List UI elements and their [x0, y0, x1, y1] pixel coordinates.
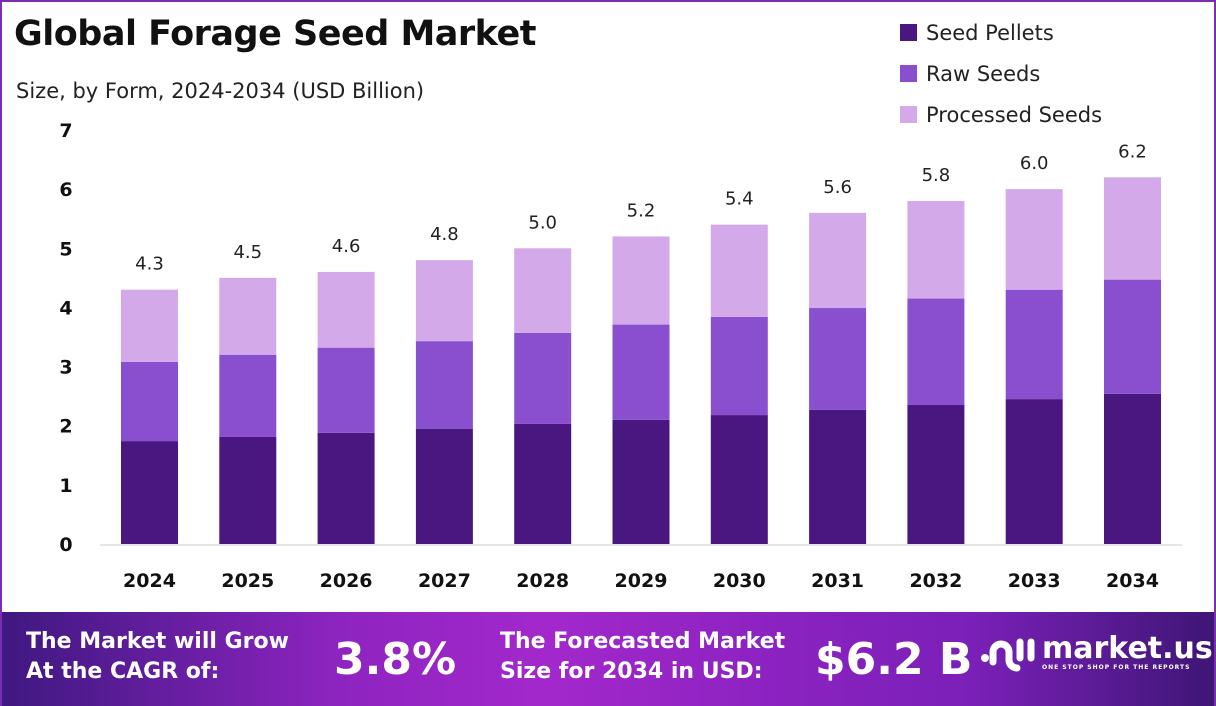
bar-segment: [317, 271, 375, 348]
x-tick-label: 2033: [1008, 570, 1061, 592]
y-tick-label: 7: [59, 120, 72, 142]
bar-segment: [514, 248, 572, 333]
data-label: 4.5: [233, 242, 262, 263]
bar-segment: [710, 316, 768, 416]
y-tick-label: 2: [59, 416, 72, 438]
bar-segment: [907, 200, 965, 299]
y-tick-label: 5: [59, 238, 72, 260]
bar-segment: [121, 289, 178, 362]
data-label: 4.6: [332, 236, 361, 257]
x-tick-label: 2025: [221, 570, 274, 592]
bar-segment: [219, 436, 277, 544]
x-tick-label: 2029: [615, 570, 668, 592]
bar-segment: [514, 423, 572, 544]
bar-segment: [907, 298, 965, 406]
bar-segment: [612, 324, 670, 420]
bar-segment: [907, 405, 965, 544]
bar-chart: 0 1 2 3 4 5 6 7 4.3 2024 4.5 2025 4.6 2026 4.8 2027 5.0 2…: [59, 120, 1182, 592]
legend-label: Seed Pellets: [926, 20, 1054, 45]
data-label: 4.3: [135, 254, 164, 275]
data-label: 5.0: [528, 212, 557, 233]
legend-swatch: [900, 65, 917, 82]
legend-swatch: [900, 24, 917, 41]
bar-segment: [612, 419, 670, 544]
x-tick-label: 2027: [418, 570, 471, 592]
bar-segment: [121, 361, 178, 442]
data-label: 5.6: [823, 177, 852, 198]
bar-segment: [317, 347, 375, 433]
bar-segment: [219, 277, 277, 355]
chart-subtitle: Size, by Form, 2024-2034 (USD Billion): [16, 79, 425, 103]
x-tick-label: 2031: [811, 570, 864, 592]
legend-item: Processed Seeds: [900, 94, 1102, 135]
bar-segment: [710, 224, 768, 317]
data-label: 4.8: [430, 224, 459, 245]
bar-segment: [809, 308, 867, 410]
cagr-label: The Market will Grow At the CAGR of:: [26, 627, 289, 687]
legend-swatch: [900, 106, 917, 123]
x-tick-label: 2024: [123, 570, 176, 592]
data-label: 6.2: [1118, 141, 1147, 162]
bar-segment: [415, 341, 473, 429]
legend: Seed Pellets Raw Seeds Processed Seeds: [900, 12, 1102, 135]
bar-segment: [514, 332, 572, 424]
legend-label: Processed Seeds: [926, 102, 1103, 127]
forecast-value: $6.2 B: [815, 634, 973, 685]
legend-item: Raw Seeds: [900, 53, 1102, 94]
data-label: 5.2: [627, 200, 656, 221]
forecast-label-line2: Size for 2034 in USD:: [500, 659, 763, 684]
x-tick-label: 2032: [909, 570, 962, 592]
y-tick-label: 0: [59, 534, 72, 556]
cagr-label-line2: At the CAGR of:: [26, 659, 220, 684]
bar-segment: [1005, 399, 1063, 544]
bar-segment: [121, 441, 178, 544]
forecast-label-line1: The Forecasted Market: [500, 629, 786, 654]
market-us-logo: market.us ONE STOP SHOP FOR THE REPORTS: [980, 630, 1213, 674]
data-label: 5.4: [725, 189, 754, 210]
y-tick-label: 6: [59, 179, 72, 201]
chart-title: Global Forage Seed Market: [14, 14, 536, 54]
bar-segment: [1005, 189, 1063, 290]
y-tick-label: 3: [59, 357, 72, 379]
bar-segment: [1104, 177, 1161, 280]
bar-segment: [809, 212, 867, 309]
data-label: 6.0: [1020, 153, 1049, 174]
bar-segment: [317, 432, 375, 544]
bar-segment: [219, 354, 277, 437]
x-tick-label: 2026: [320, 570, 373, 592]
bar-segment: [1104, 279, 1161, 394]
bar-segment: [1104, 393, 1161, 544]
legend-item: Seed Pellets: [900, 12, 1102, 53]
footer-banner: The Market will Grow At the CAGR of: 3.8…: [0, 612, 1216, 706]
bar-segment: [710, 415, 768, 544]
logo-tagline: ONE STOP SHOP FOR THE REPORTS: [1042, 663, 1191, 671]
bar-segment: [809, 409, 867, 544]
y-tick-label: 1: [59, 475, 72, 497]
x-tick-label: 2028: [516, 570, 569, 592]
bar-segment: [415, 260, 473, 342]
market-us-logo-icon: [981, 638, 1035, 672]
data-label: 5.8: [922, 165, 951, 186]
bar-segment: [612, 236, 670, 325]
bar-segment: [1005, 289, 1063, 400]
cagr-value: 3.8%: [334, 634, 457, 685]
x-tick-label: 2034: [1106, 570, 1159, 592]
cagr-label-line1: The Market will Grow: [26, 629, 289, 654]
bar-segment: [415, 428, 473, 544]
legend-label: Raw Seeds: [926, 61, 1041, 86]
logo-name: market.us: [1042, 630, 1213, 666]
forecast-label: The Forecasted Market Size for 2034 in U…: [500, 627, 785, 687]
x-tick-label: 2030: [713, 570, 766, 592]
y-tick-label: 4: [59, 297, 72, 319]
